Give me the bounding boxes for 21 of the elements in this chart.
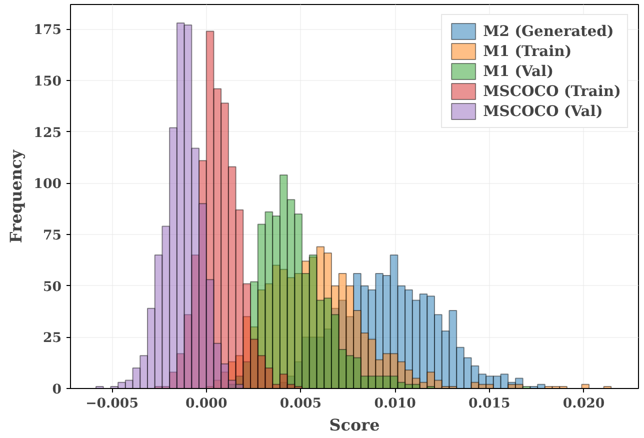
x-tick-label: 0.015 bbox=[468, 396, 510, 412]
legend-label: M1 (Train) bbox=[483, 42, 572, 60]
y-tick-label: 175 bbox=[34, 22, 62, 38]
y-tick-label: 50 bbox=[42, 278, 62, 295]
y-tick-label: 25 bbox=[42, 330, 62, 346]
legend-label: M1 (Val) bbox=[483, 62, 554, 80]
x-tick-label: −0.005 bbox=[86, 396, 138, 412]
y-axis-title: Frequency bbox=[6, 149, 26, 244]
legend-label: MSCOCO (Val) bbox=[483, 102, 603, 120]
x-tick-label: 0.005 bbox=[280, 396, 322, 412]
x-tick-label: 0.010 bbox=[374, 396, 416, 412]
y-tick-label: 125 bbox=[34, 124, 62, 141]
x-axis-title: Score bbox=[329, 416, 380, 434]
y-tick-label: 75 bbox=[42, 227, 62, 244]
x-tick-label: 0.020 bbox=[562, 396, 605, 412]
legend-label: M2 (Generated) bbox=[483, 22, 614, 40]
y-tick-label: 150 bbox=[34, 73, 62, 90]
legend-label: MSCOCO (Train) bbox=[483, 82, 621, 100]
y-tick-label: 100 bbox=[34, 176, 62, 192]
y-tick-label: 0 bbox=[52, 382, 62, 398]
x-tick-label: 0.000 bbox=[186, 396, 228, 412]
